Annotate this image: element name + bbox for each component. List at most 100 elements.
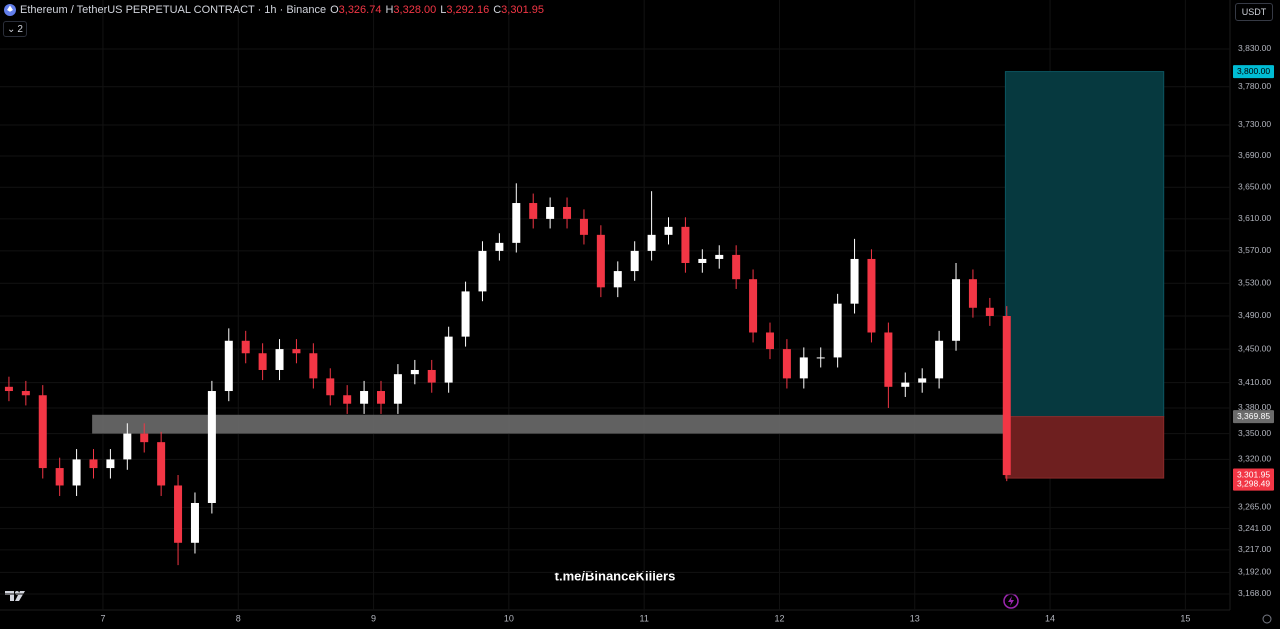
- watermark: t.me/BinanceKillers: [555, 568, 676, 583]
- candle-body: [985, 307, 994, 316]
- candle-body: [732, 254, 741, 280]
- ohlc: O3,326.74 H3,328.00 L3,292.16 C3,301.95: [330, 4, 544, 16]
- symbol-icon: [4, 4, 16, 16]
- candle-body: [123, 433, 132, 460]
- candle-body: [901, 382, 910, 387]
- price-label: 3,301.95: [1237, 469, 1270, 479]
- candle: [816, 347, 825, 368]
- price-label: 3,298.49: [1237, 478, 1270, 488]
- candle: [123, 423, 132, 470]
- candle: [55, 457, 64, 496]
- candle-body: [596, 234, 605, 288]
- candle: [377, 380, 386, 414]
- candle: [224, 328, 233, 402]
- y-tick-label: 3,350.00: [1238, 428, 1271, 438]
- settings-icon[interactable]: [1262, 614, 1272, 624]
- candle-body: [850, 258, 859, 304]
- y-tick-label: 3,690.00: [1238, 150, 1271, 160]
- candle-body: [579, 218, 588, 235]
- y-tick-label: 3,320.00: [1238, 454, 1271, 464]
- price-label: 3,800.00: [1237, 66, 1270, 76]
- candle-body: [461, 291, 470, 337]
- candle: [782, 339, 791, 389]
- candle-body: [55, 468, 64, 486]
- candle-body: [38, 395, 47, 469]
- chevron: ⌄: [7, 23, 16, 35]
- candle: [38, 385, 47, 479]
- candle: [258, 343, 267, 381]
- x-tick-label: 8: [236, 613, 241, 623]
- candle-body: [833, 303, 842, 358]
- candle: [850, 238, 859, 314]
- loss-area: [1004, 416, 1165, 479]
- candle: [343, 385, 352, 414]
- y-tick-label: 3,490.00: [1238, 310, 1271, 320]
- candle: [478, 241, 487, 302]
- candle: [698, 249, 707, 273]
- candle-body: [292, 349, 301, 354]
- candle: [444, 326, 453, 393]
- candle: [732, 245, 741, 289]
- candle-body: [207, 391, 216, 503]
- candle: [89, 449, 98, 479]
- ohlc-value: 3,328.00: [393, 4, 437, 16]
- candle-body: [495, 242, 504, 251]
- candle-body: [529, 203, 538, 219]
- indicator-toggle[interactable]: ⌄ 2: [3, 21, 27, 37]
- candle: [157, 431, 166, 496]
- candle-body: [681, 226, 690, 263]
- ohlc-key: H: [385, 4, 394, 16]
- candle: [647, 191, 656, 261]
- y-tick-label: 3,830.00: [1238, 43, 1271, 53]
- candle: [596, 225, 605, 298]
- candle-body: [563, 206, 572, 219]
- symbol-title: Ethereum / TetherUS PERPETUAL CONTRACT ·…: [20, 4, 327, 16]
- candle-body: [968, 279, 977, 308]
- candle-body: [765, 332, 774, 350]
- candle-body: [952, 279, 961, 341]
- candle-body: [140, 433, 149, 443]
- candle: [1002, 306, 1011, 482]
- ohlc-key: O: [330, 4, 339, 16]
- price-label-box: [1233, 410, 1274, 424]
- candle-body: [190, 502, 199, 543]
- x-tick-label: 12: [774, 613, 784, 623]
- y-tick-label: 3,530.00: [1238, 278, 1271, 288]
- candle: [512, 183, 521, 253]
- candle-body: [157, 442, 166, 486]
- candle-body: [918, 378, 927, 383]
- candle: [427, 359, 436, 393]
- candle-body: [816, 357, 825, 359]
- candle: [563, 197, 572, 229]
- candle-body: [72, 459, 81, 486]
- x-tick-label: 13: [910, 613, 920, 623]
- y-tick-label: 3,570.00: [1238, 245, 1271, 255]
- candle-body: [106, 459, 115, 469]
- candle: [21, 380, 30, 406]
- candle: [72, 449, 81, 496]
- candle-body: [174, 485, 183, 543]
- candle-body: [241, 340, 250, 354]
- ohlc-value: 3,301.95: [501, 4, 544, 16]
- candle-body: [4, 386, 13, 392]
- candle: [613, 261, 622, 298]
- candle-body: [89, 459, 98, 469]
- ohlc-item: H3,328.00: [385, 4, 436, 16]
- ohlc-item: C3,301.95: [493, 4, 544, 16]
- y-tick-label: 3,380.00: [1238, 402, 1271, 412]
- candle-body: [613, 271, 622, 288]
- y-tick-label: 3,730.00: [1238, 119, 1271, 129]
- candle-body: [258, 353, 267, 370]
- candle: [765, 322, 774, 360]
- currency-button[interactable]: USDT: [1235, 3, 1273, 21]
- candle: [393, 364, 402, 414]
- candle: [309, 343, 318, 389]
- candle-body: [444, 336, 453, 383]
- candle-body: [647, 234, 656, 251]
- candle: [190, 492, 199, 554]
- y-tick-label: 3,780.00: [1238, 81, 1271, 91]
- candle-body: [630, 250, 639, 272]
- candle: [799, 347, 808, 389]
- candle: [207, 380, 216, 514]
- candle: [884, 322, 893, 408]
